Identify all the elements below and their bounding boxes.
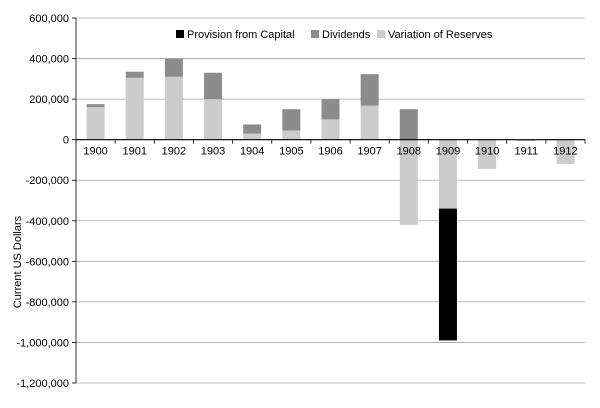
x-category-label: 1900 xyxy=(83,146,107,158)
x-category-label: 1908 xyxy=(397,146,421,158)
bar-dividends-1907 xyxy=(360,74,379,106)
y-tick-labels: 600,000 400,000 200,000 0 -200,000 -400,000 -6… xyxy=(16,13,69,390)
y-tick-label: -1,200,000 xyxy=(16,378,69,390)
y-tick-label: -600,000 xyxy=(26,256,69,268)
bar-dividends-1906 xyxy=(321,99,340,120)
x-category-label: 1902 xyxy=(162,146,186,158)
bars xyxy=(86,58,575,341)
legend-label-variation-of-reserves: Variation of Reserves xyxy=(388,29,493,41)
x-category-labels: 1900 1901 1902 1903 1904 1905 1906 1907 1908 1909… xyxy=(83,146,577,158)
x-category-label: 1903 xyxy=(201,146,225,158)
y-tick-label: -400,000 xyxy=(26,216,69,228)
bar-variation-of-reserves-1900 xyxy=(86,107,105,140)
legend-label-dividends: Dividends xyxy=(322,29,371,41)
bar-variation-of-reserves-1902 xyxy=(164,76,183,140)
bar-dividends-1903 xyxy=(204,72,223,100)
axes xyxy=(72,17,586,384)
y-tick-label: 400,000 xyxy=(29,54,69,66)
y-tick-label: -1,000,000 xyxy=(16,337,69,349)
y-axis-title: Current US Dollars xyxy=(12,215,24,308)
bar-variation-of-reserves-1910 xyxy=(478,139,497,170)
bar-variation-of-reserves-1908 xyxy=(399,139,418,225)
bar-variation-of-reserves-1906 xyxy=(321,119,340,140)
bar-dividends-1900 xyxy=(86,104,105,108)
x-category-label: 1912 xyxy=(553,146,577,158)
bar-variation-of-reserves-1903 xyxy=(204,99,223,140)
legend-label-provision-from-capital: Provision from Capital xyxy=(187,29,295,41)
legend-swatch-dividends xyxy=(311,30,319,38)
bar-variation-of-reserves-1901 xyxy=(125,77,144,140)
bar-dividends-1905 xyxy=(282,109,301,131)
bar-dividends-1902 xyxy=(164,58,183,77)
y-tick-label: -800,000 xyxy=(26,297,69,309)
gridlines xyxy=(76,17,585,384)
bar-variation-of-reserves-1909 xyxy=(438,139,457,209)
legend-swatch-variation-of-reserves xyxy=(377,30,385,38)
bar-dividends-1908 xyxy=(399,109,418,140)
x-category-label: 1905 xyxy=(279,146,303,158)
x-category-label: 1904 xyxy=(240,146,264,158)
x-category-label: 1910 xyxy=(475,146,499,158)
y-tick-label: 0 xyxy=(63,135,69,147)
bar-dividends-1904 xyxy=(243,124,262,134)
y-tick-label: 200,000 xyxy=(29,94,69,106)
x-category-label: 1907 xyxy=(357,146,381,158)
legend-swatch-provision-from-capital xyxy=(176,30,184,38)
y-tick-label: -200,000 xyxy=(26,175,69,187)
bar-provision-from-capital-1909 xyxy=(438,208,457,341)
x-category-label: 1906 xyxy=(318,146,342,158)
bar-variation-of-reserves-1907 xyxy=(360,105,379,140)
x-category-label: 1909 xyxy=(436,146,460,158)
bar-variation-of-reserves-1912 xyxy=(556,139,575,164)
y-tick-label: 600,000 xyxy=(29,13,69,25)
bar-variation-of-reserves-1905 xyxy=(282,130,301,140)
x-category-label: 1901 xyxy=(122,146,146,158)
legend: Provision from Capital Dividends Variation… xyxy=(176,29,493,41)
bar-variation-of-reserves-1904 xyxy=(243,133,262,140)
x-category-label: 1911 xyxy=(514,146,538,158)
bar-dividends-1901 xyxy=(125,71,144,78)
